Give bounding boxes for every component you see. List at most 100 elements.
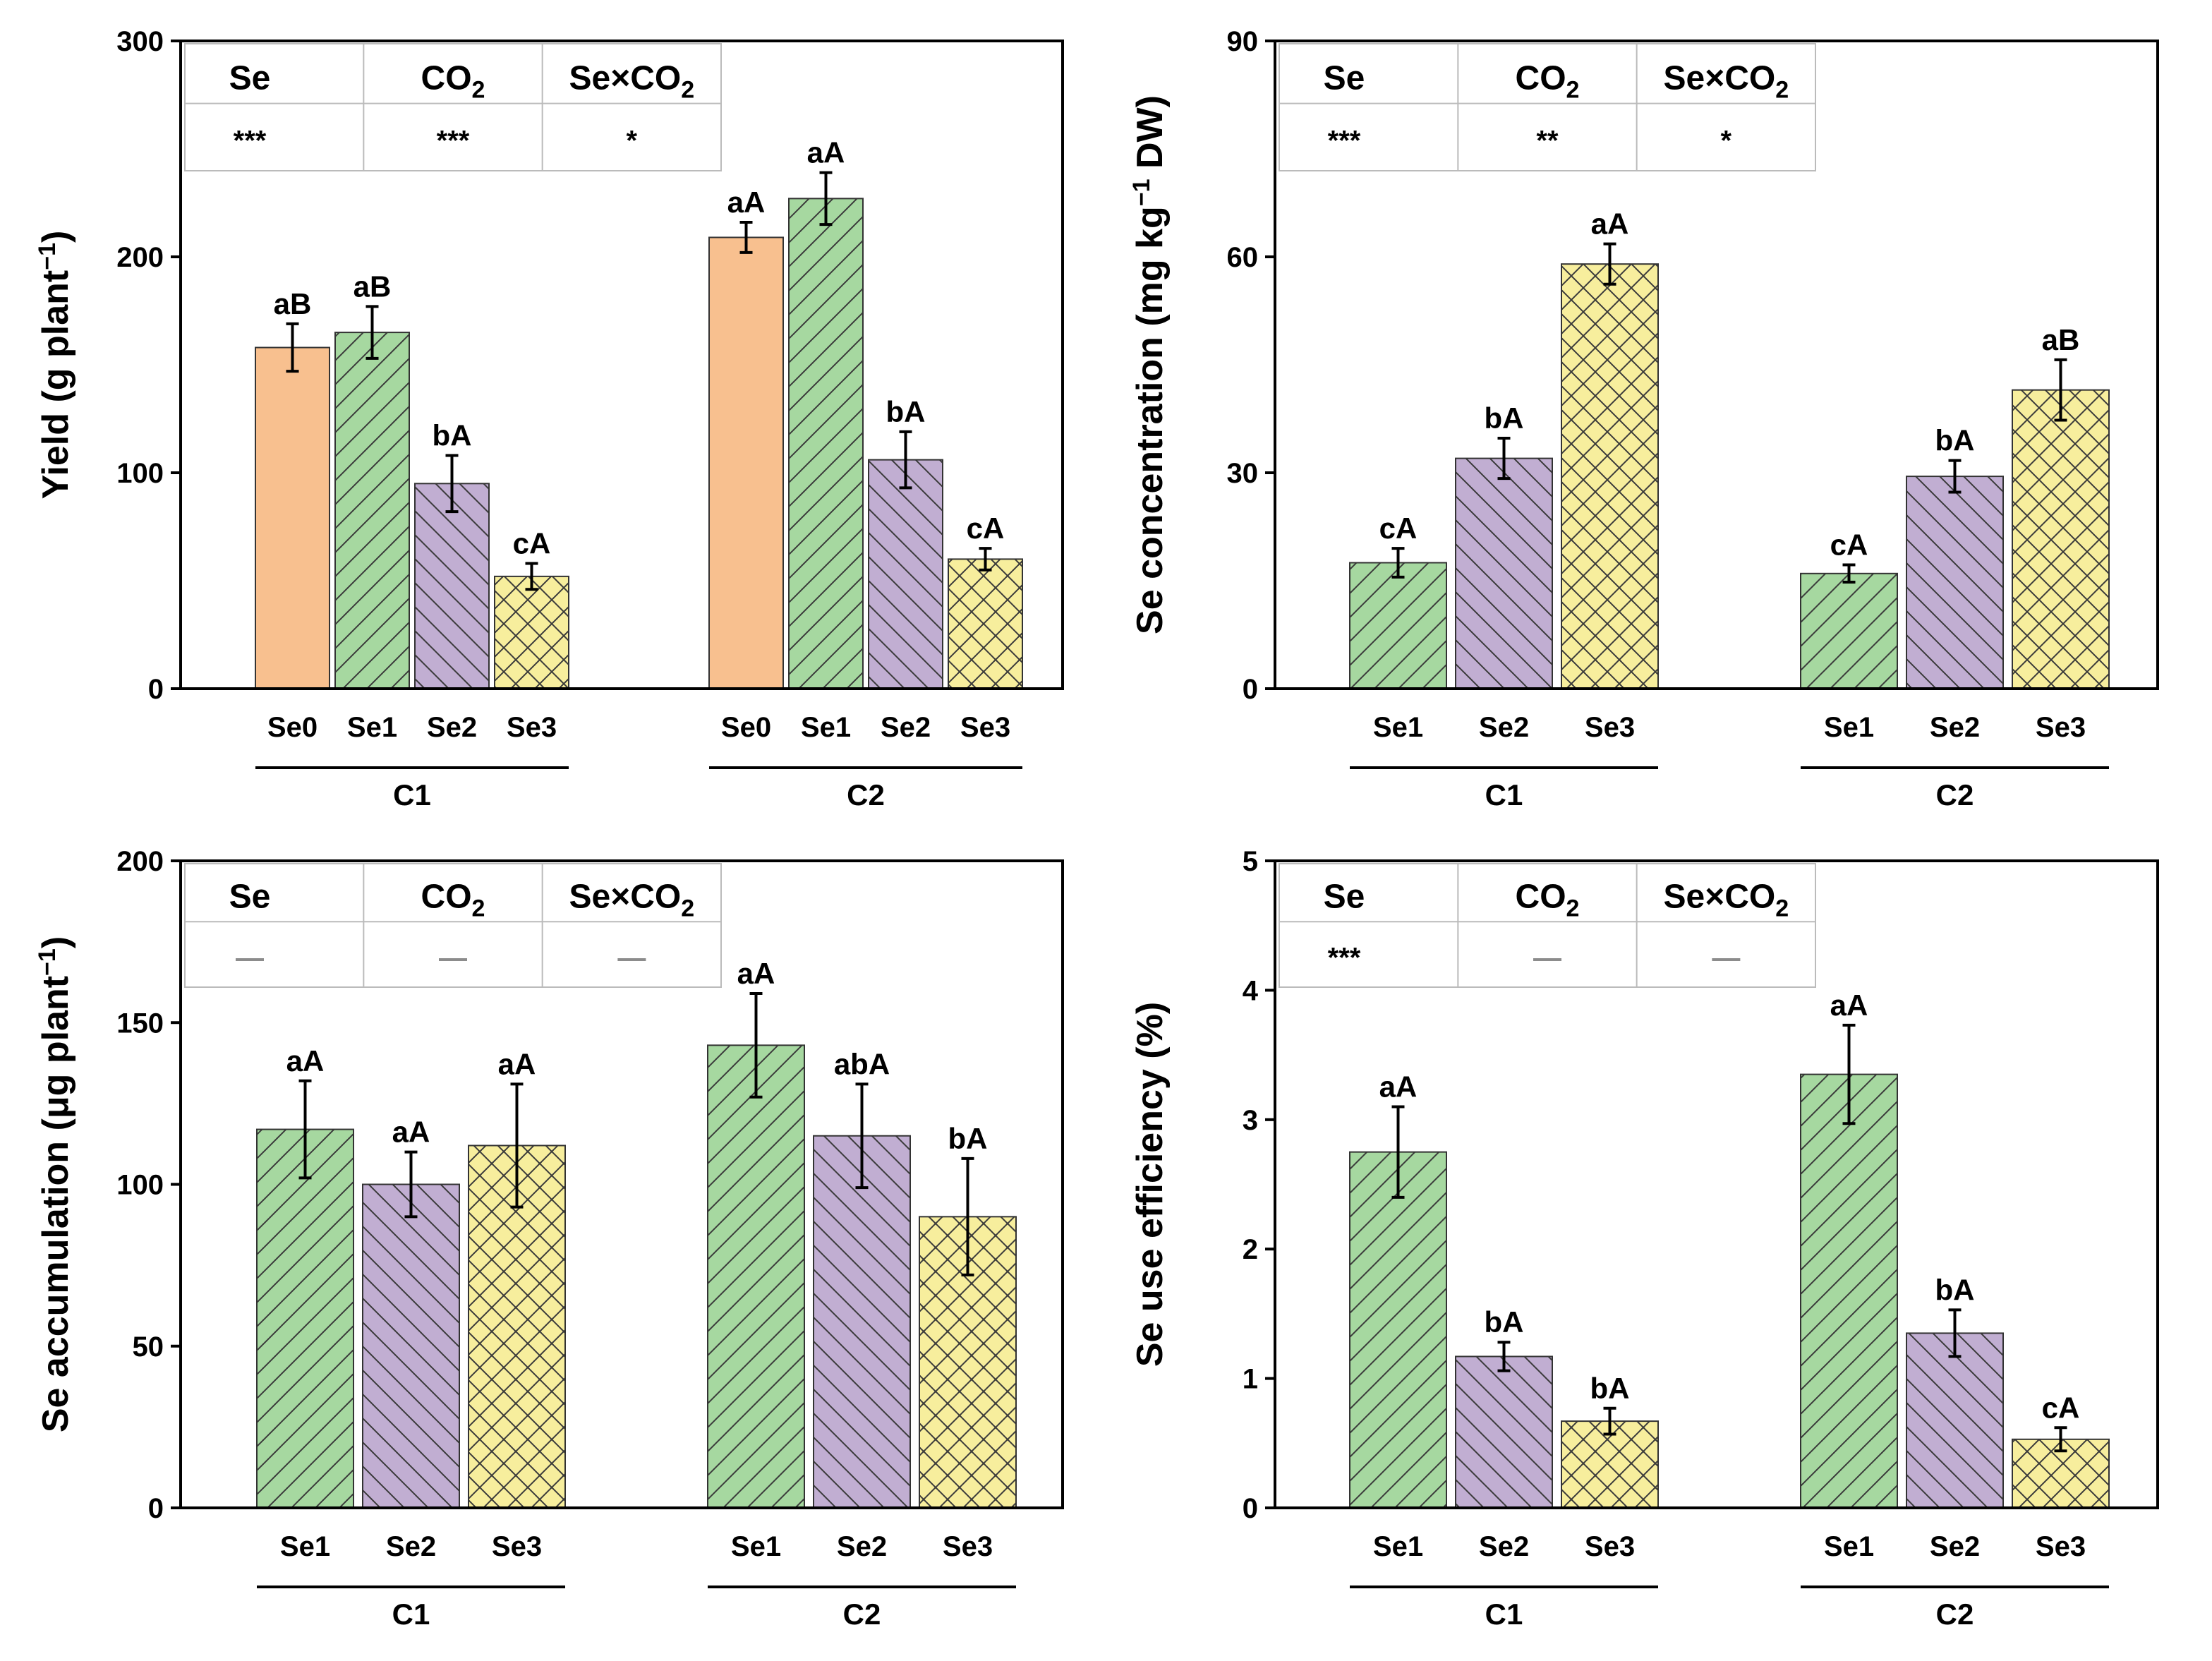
significance-letter: cA xyxy=(1379,512,1418,545)
significance-letter: cA xyxy=(1830,528,1868,562)
significance-letter: bA xyxy=(1485,401,1524,435)
bar-C1-Se3 xyxy=(494,575,569,689)
error-bar xyxy=(510,1082,524,1209)
table-value: * xyxy=(627,125,638,156)
group-label: C1 xyxy=(1485,1597,1523,1631)
significance-letter: aA xyxy=(807,136,845,169)
y-tick-label: 0 xyxy=(148,674,164,705)
table-value: — xyxy=(236,943,264,974)
significance-letter: bA xyxy=(1935,424,1975,457)
error-bar xyxy=(286,322,299,373)
category-label: Se2 xyxy=(837,1531,887,1562)
category-label: Se1 xyxy=(1824,712,1874,743)
category-label: Se1 xyxy=(1373,1531,1423,1562)
significance-letter: aB xyxy=(274,287,312,320)
bar-C2-Se2 xyxy=(1906,476,2004,689)
category-label: Se3 xyxy=(1585,712,1635,743)
significance-letter: cA xyxy=(513,527,551,560)
significance-letter: abA xyxy=(834,1047,890,1080)
category-label: Se3 xyxy=(507,712,557,743)
error-bar xyxy=(1842,1023,1856,1125)
significance-letter: aB xyxy=(2042,323,2080,356)
bar-C2-Se0 xyxy=(708,236,784,689)
y-axis-label: Se concentration (mg kg−1 DW) xyxy=(1128,95,1171,634)
category-label: Se2 xyxy=(881,712,931,743)
category-label: Se2 xyxy=(427,712,477,743)
bar-C1-Se1 xyxy=(1349,1151,1447,1509)
y-tick-label: 300 xyxy=(116,26,164,57)
category-label: Se3 xyxy=(1585,1531,1635,1562)
y-axis-label: Se use efficiency (%) xyxy=(1130,1002,1171,1367)
error-bar xyxy=(2054,1426,2067,1453)
table-value: *** xyxy=(234,125,267,156)
table-value: * xyxy=(1721,125,1732,156)
table-header: Se×CO2 xyxy=(569,60,694,104)
y-tick-label: 90 xyxy=(1227,26,1259,57)
bar-C1-Se1 xyxy=(1349,562,1447,689)
table-header: Se×CO2 xyxy=(1663,878,1789,922)
significance-letter: aA xyxy=(737,957,775,990)
table-value: *** xyxy=(1328,943,1361,974)
y-tick-label: 200 xyxy=(116,846,164,877)
table-header: Se xyxy=(229,60,271,97)
y-tick-label: 3 xyxy=(1243,1105,1258,1136)
bar-C1-Se2 xyxy=(1455,1355,1553,1509)
bar-C2-Se1 xyxy=(1800,1073,1898,1509)
table-value: — xyxy=(439,943,467,974)
category-label: Se2 xyxy=(1479,712,1529,743)
y-tick-label: 50 xyxy=(133,1331,164,1363)
significance-letter: bA xyxy=(1485,1305,1524,1339)
bar-C1-Se3 xyxy=(1561,263,1659,689)
group-label: C2 xyxy=(1936,778,1974,811)
category-label: Se0 xyxy=(267,712,318,743)
table-header: CO2 xyxy=(1516,60,1580,104)
y-tick-label: 150 xyxy=(116,1008,164,1039)
table-header: CO2 xyxy=(1516,878,1580,922)
anova-table: Se *** CO2 — Se×CO2 — xyxy=(1279,863,1816,988)
table-value: — xyxy=(617,943,646,974)
bar-C2-Se2 xyxy=(813,1135,911,1509)
significance-letter: cA xyxy=(2042,1391,2080,1424)
plot-frame xyxy=(179,40,1064,690)
error-bar xyxy=(1497,1341,1511,1372)
table-header: Se×CO2 xyxy=(1663,60,1789,104)
bar-C2-Se2 xyxy=(1906,1332,2004,1509)
y-axis-label: Yield (g plant−1) xyxy=(34,231,76,500)
y-axis-label: Se accumulation (μg plant−1) xyxy=(34,936,76,1432)
error-bar xyxy=(445,454,459,514)
y-tick-label: 2 xyxy=(1243,1234,1258,1265)
bar-C1-Se2 xyxy=(362,1183,460,1509)
category-label: Se1 xyxy=(801,712,851,743)
significance-letter: bA xyxy=(1590,1372,1630,1405)
category-label: Se3 xyxy=(943,1531,993,1562)
bar-C1-Se0 xyxy=(255,346,330,689)
table-header: CO2 xyxy=(421,878,485,922)
error-bar xyxy=(819,171,833,226)
table-value: ** xyxy=(1536,125,1559,156)
error-bar xyxy=(979,547,992,572)
error-bar xyxy=(1391,1105,1405,1199)
y-tick-label: 100 xyxy=(116,1170,164,1201)
category-label: Se1 xyxy=(731,1531,781,1562)
category-label: Se1 xyxy=(347,712,397,743)
group-label: C1 xyxy=(392,1597,430,1631)
bar-C2-Se1 xyxy=(1800,572,1898,689)
error-bar xyxy=(525,562,538,591)
chart-panel-2: cA Se1 bA Se2 aA Se3 C1 cA Se1 bA Se2 aB Se3 C2 0 30 60 9… xyxy=(1128,26,2159,811)
table-value: *** xyxy=(437,125,470,156)
error-bar xyxy=(1603,1406,1616,1436)
anova-table: Se *** CO2 *** Se×CO2 * xyxy=(184,43,722,171)
chart-panel-3: aA Se1 aA Se2 aA Se3 C1 aA Se1 abA Se2 bA Se3 C2 0 50 10… xyxy=(34,846,1064,1631)
anova-table: Se *** CO2 ** Se×CO2 * xyxy=(1279,43,1816,171)
error-bar xyxy=(1948,1308,1962,1358)
y-tick-label: 60 xyxy=(1227,242,1259,273)
significance-letter: aA xyxy=(498,1047,536,1080)
table-header: CO2 xyxy=(421,60,485,104)
error-bar xyxy=(1842,563,1856,584)
error-bar xyxy=(1497,437,1511,481)
category-label: Se0 xyxy=(721,712,771,743)
table-header: Se×CO2 xyxy=(569,878,694,922)
significance-letter: aA xyxy=(1591,207,1629,241)
error-bar xyxy=(961,1156,974,1276)
bar-C2-Se2 xyxy=(868,459,943,689)
